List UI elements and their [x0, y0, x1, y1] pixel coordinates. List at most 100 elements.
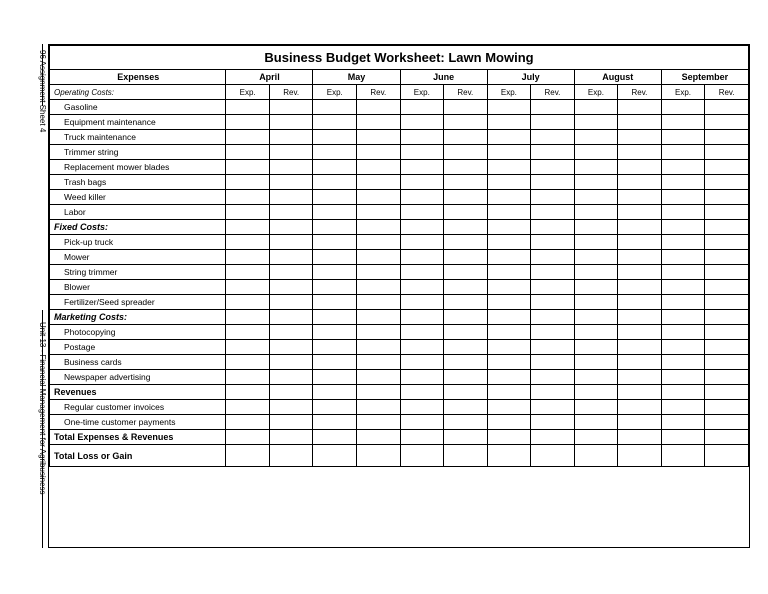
data-cell [400, 325, 444, 340]
data-cell [444, 160, 488, 175]
worksheet-title: Business Budget Worksheet: Lawn Mowing [50, 46, 749, 70]
data-cell [400, 295, 444, 310]
data-cell [661, 325, 705, 340]
data-cell [400, 265, 444, 280]
table-row: Truck maintenance [50, 130, 749, 145]
table-row: Gasoline [50, 100, 749, 115]
table-row: Regular customer invoices [50, 400, 749, 415]
data-cell [574, 190, 618, 205]
data-cell [531, 325, 575, 340]
data-cell [487, 220, 531, 235]
data-cell [313, 415, 357, 430]
data-cell [531, 295, 575, 310]
data-cell [226, 295, 270, 310]
data-cell [618, 430, 662, 445]
data-cell [661, 370, 705, 385]
data-cell [226, 130, 270, 145]
data-cell [444, 385, 488, 400]
data-cell [618, 415, 662, 430]
table-row: Postage [50, 340, 749, 355]
data-cell [705, 250, 749, 265]
data-cell [618, 280, 662, 295]
data-cell [269, 310, 313, 325]
data-cell [531, 130, 575, 145]
item-label: Trash bags [50, 175, 226, 190]
table-row: Pick-up truck [50, 235, 749, 250]
data-cell [400, 190, 444, 205]
data-cell [226, 400, 270, 415]
data-cell [705, 220, 749, 235]
month-header: September [661, 70, 748, 85]
section-header: Operating Costs: [50, 85, 226, 100]
exp-header: Exp. [574, 85, 618, 100]
month-header: August [574, 70, 661, 85]
item-label: Fertilizer/Seed spreader [50, 295, 226, 310]
data-cell [574, 265, 618, 280]
data-cell [531, 160, 575, 175]
data-cell [531, 265, 575, 280]
data-cell [269, 400, 313, 415]
data-cell [313, 235, 357, 250]
table-row: Trash bags [50, 175, 749, 190]
exp-header: Exp. [400, 85, 444, 100]
data-cell [444, 235, 488, 250]
data-cell [444, 265, 488, 280]
data-cell [487, 415, 531, 430]
data-cell [400, 250, 444, 265]
data-cell [357, 280, 401, 295]
data-cell [226, 445, 270, 467]
data-cell [357, 190, 401, 205]
data-cell [618, 370, 662, 385]
data-cell [400, 145, 444, 160]
data-cell [705, 430, 749, 445]
data-cell [357, 370, 401, 385]
item-label: Regular customer invoices [50, 400, 226, 415]
data-cell [574, 370, 618, 385]
data-cell [444, 280, 488, 295]
data-cell [269, 115, 313, 130]
data-cell [574, 250, 618, 265]
data-cell [313, 430, 357, 445]
data-cell [661, 265, 705, 280]
data-cell [269, 220, 313, 235]
item-label: Replacement mower blades [50, 160, 226, 175]
data-cell [661, 190, 705, 205]
data-cell [618, 400, 662, 415]
data-cell [357, 400, 401, 415]
data-cell [531, 370, 575, 385]
data-cell [313, 445, 357, 467]
section-row: Revenues [50, 385, 749, 400]
data-cell [618, 115, 662, 130]
data-cell [269, 325, 313, 340]
data-cell [444, 370, 488, 385]
data-cell [574, 325, 618, 340]
item-label: Equipment maintenance [50, 115, 226, 130]
data-cell [618, 265, 662, 280]
data-cell [618, 190, 662, 205]
data-cell [269, 415, 313, 430]
total-label: Total Expenses & Revenues [50, 430, 226, 445]
item-label: Newspaper advertising [50, 370, 226, 385]
data-cell [444, 355, 488, 370]
data-cell [487, 190, 531, 205]
data-cell [487, 370, 531, 385]
data-cell [574, 145, 618, 160]
data-cell [444, 220, 488, 235]
data-cell [487, 205, 531, 220]
data-cell [661, 295, 705, 310]
data-cell [531, 400, 575, 415]
total-row: Total Loss or Gain [50, 445, 749, 467]
data-cell [487, 235, 531, 250]
rev-header: Rev. [269, 85, 313, 100]
data-cell [400, 340, 444, 355]
data-cell [357, 325, 401, 340]
data-cell [574, 295, 618, 310]
data-cell [400, 310, 444, 325]
data-cell [661, 100, 705, 115]
data-cell [444, 130, 488, 145]
data-cell [574, 160, 618, 175]
data-cell [618, 250, 662, 265]
data-cell [661, 400, 705, 415]
data-cell [226, 310, 270, 325]
data-cell [531, 115, 575, 130]
